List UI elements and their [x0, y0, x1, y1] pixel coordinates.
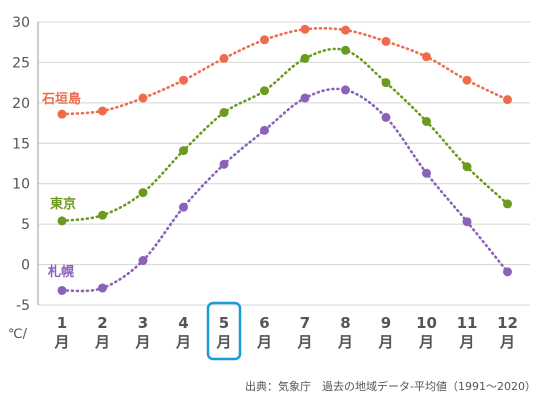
point-series-0-month-2 — [98, 106, 107, 116]
y-tick-label-0: 0 — [21, 258, 30, 274]
point-series-1-month-5 — [219, 108, 229, 118]
point-series-2-month-3 — [138, 256, 148, 266]
series-label-1: 東京 — [50, 196, 76, 212]
point-series-1-month-7 — [300, 53, 310, 63]
point-series-0-month-8 — [341, 25, 350, 35]
point-series-1-month-1 — [57, 216, 67, 226]
point-series-2-month-2 — [98, 283, 107, 293]
point-series-1-month-11 — [462, 162, 472, 172]
y-tick-label-20: 20 — [12, 96, 30, 112]
x-tick-label-12: 12 月 — [497, 314, 518, 351]
y-tick-label-25: 25 — [12, 55, 30, 71]
y-tick-label-30: 30 — [12, 15, 30, 31]
point-series-0-month-4 — [179, 75, 188, 85]
x-tick-label-11: 11 月 — [457, 314, 478, 351]
point-series-2-month-9 — [381, 112, 391, 122]
series-line-0 — [60, 26, 509, 116]
series-label-2: 札幌 — [47, 264, 74, 280]
point-series-0-month-7 — [300, 24, 310, 34]
series-label-0: 石垣島 — [41, 91, 81, 107]
point-series-0-month-5 — [219, 53, 229, 63]
point-series-2-month-1 — [57, 285, 67, 295]
point-series-0-month-6 — [260, 35, 269, 45]
point-series-1-month-9 — [381, 78, 391, 88]
series-line-2 — [60, 87, 509, 293]
point-series-2-month-7 — [300, 93, 310, 103]
point-series-1-month-2 — [98, 210, 107, 220]
y-tick-label-15: 15 — [12, 136, 30, 152]
point-series-2-month-10 — [422, 168, 431, 178]
highlight-box-month-5 — [206, 301, 242, 361]
source-note: 出典：気象庁 過去の地域データ-平均値（1991〜2020） — [245, 379, 536, 393]
point-series-1-month-6 — [260, 86, 269, 96]
point-series-2-month-8 — [341, 85, 350, 95]
point-series-0-month-12 — [503, 95, 512, 105]
y-tick-label--5: -5 — [16, 298, 30, 314]
point-series-2-month-4 — [179, 202, 188, 212]
point-series-0-month-10 — [422, 52, 431, 62]
point-series-2-month-11 — [462, 217, 472, 227]
point-series-2-month-6 — [260, 125, 269, 135]
point-series-0-month-1 — [57, 109, 67, 119]
point-series-1-month-10 — [422, 116, 431, 126]
point-series-0-month-9 — [381, 36, 391, 46]
point-series-1-month-3 — [138, 188, 148, 198]
point-series-2-month-12 — [503, 267, 512, 277]
point-series-1-month-8 — [341, 45, 350, 55]
point-series-2-month-5 — [219, 159, 229, 169]
y-tick-label-5: 5 — [21, 217, 30, 233]
series-line-1 — [60, 47, 509, 223]
point-series-0-month-11 — [462, 75, 472, 85]
x-tick-label-10: 10 月 — [416, 314, 437, 351]
y-tick-label-10: 10 — [12, 177, 30, 193]
point-series-1-month-4 — [179, 146, 188, 156]
point-series-1-month-12 — [503, 199, 512, 209]
point-series-0-month-3 — [138, 93, 148, 103]
unit-label: ℃/ — [8, 327, 28, 342]
